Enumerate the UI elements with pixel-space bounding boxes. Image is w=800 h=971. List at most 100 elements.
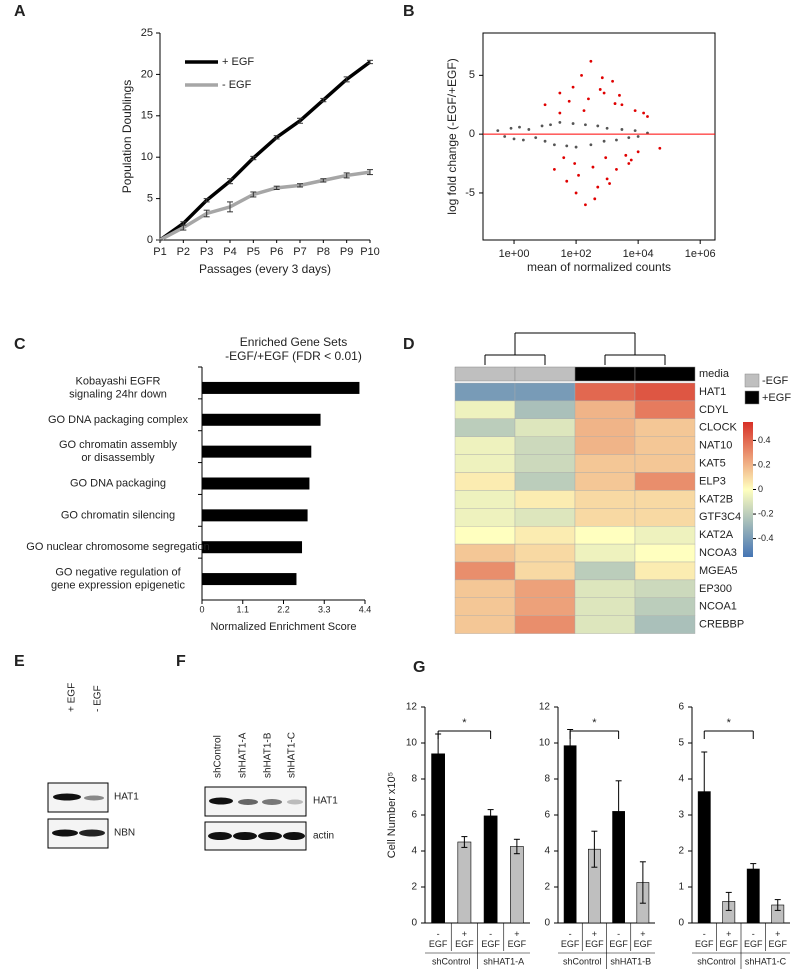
x-tick-label: EGF bbox=[429, 939, 448, 949]
heatmap-cell bbox=[634, 543, 696, 563]
blot-band bbox=[258, 832, 282, 840]
point bbox=[582, 109, 586, 113]
panel-label: A bbox=[14, 3, 26, 20]
point bbox=[604, 156, 608, 160]
heatmap-cell bbox=[634, 382, 696, 402]
x-tick-label: + bbox=[592, 929, 597, 939]
point bbox=[584, 203, 587, 207]
heatmap-cell bbox=[634, 526, 696, 545]
heatmap-cell bbox=[574, 543, 636, 563]
point bbox=[589, 59, 593, 63]
x-tick-label: 1e+04 bbox=[623, 248, 654, 260]
point bbox=[558, 91, 562, 95]
y-tick-label: 2 bbox=[411, 882, 417, 893]
heatmap-cell bbox=[454, 543, 516, 563]
heatmap-cell bbox=[514, 543, 576, 563]
point bbox=[633, 109, 637, 113]
x-tick-label: EGF bbox=[609, 939, 628, 949]
point bbox=[573, 162, 577, 165]
y-axis-label: Population Doublings bbox=[120, 80, 134, 193]
point bbox=[527, 128, 531, 131]
band-label: actin bbox=[313, 831, 334, 842]
x-tick-label: P8 bbox=[317, 246, 330, 258]
x-tick-label: + bbox=[640, 929, 645, 939]
row-label: MGEA5 bbox=[699, 565, 738, 577]
y-tick-label: 6 bbox=[544, 810, 550, 821]
point bbox=[584, 123, 587, 127]
heatmap-cell bbox=[514, 615, 576, 634]
x-tick-label: 1e+06 bbox=[685, 248, 716, 260]
point bbox=[567, 99, 571, 103]
lane-label: shHAT1-C bbox=[287, 732, 298, 778]
category-label: Kobayashi EGFR bbox=[76, 375, 161, 387]
blot-band bbox=[53, 793, 81, 801]
panel-label: C bbox=[14, 336, 26, 353]
point bbox=[615, 138, 618, 142]
point bbox=[598, 88, 602, 91]
category-label-block: Kobayashi EGFR signaling 24hr down bbox=[69, 375, 167, 400]
group-label: shHAT1-B bbox=[610, 956, 651, 966]
point bbox=[574, 191, 578, 195]
bar bbox=[483, 815, 498, 924]
y-tick-label: 15 bbox=[141, 110, 153, 122]
row-label: KAT5 bbox=[699, 457, 726, 469]
legend-label: +EGF bbox=[762, 392, 791, 404]
category-label-block: GO chromatin silencing bbox=[61, 509, 175, 521]
x-tick-label: P4 bbox=[223, 246, 236, 258]
heatmap-cell bbox=[634, 400, 696, 419]
y-tick-label: 3 bbox=[678, 810, 684, 821]
bar bbox=[202, 509, 308, 522]
point bbox=[646, 115, 649, 118]
legend-swatch bbox=[744, 373, 760, 388]
heatmap-cell bbox=[574, 508, 636, 527]
blot-band bbox=[79, 829, 105, 837]
legend-label: + EGF bbox=[222, 56, 254, 68]
panel-label: D bbox=[403, 336, 415, 353]
y-tick-label: -5 bbox=[465, 187, 475, 199]
point bbox=[549, 123, 552, 127]
x-tick-label: 3.3 bbox=[318, 604, 331, 614]
x-tick-label-block: + EGF bbox=[634, 929, 653, 949]
x-tick-label: 1.1 bbox=[236, 604, 249, 614]
heatmap-cell bbox=[514, 382, 576, 402]
point bbox=[596, 185, 600, 189]
blot-band bbox=[52, 829, 78, 837]
heatmap-cell bbox=[574, 490, 636, 509]
heatmap-cell bbox=[514, 454, 576, 473]
colorbar-tick-label: -0.2 bbox=[758, 508, 774, 518]
x-tick-label: - bbox=[437, 929, 440, 939]
x-tick-label: EGF bbox=[744, 939, 763, 949]
significance-label: * bbox=[727, 717, 732, 729]
point bbox=[596, 124, 600, 128]
heatmap-cell bbox=[514, 597, 576, 616]
row-label: NAT10 bbox=[699, 440, 732, 452]
point bbox=[512, 137, 516, 141]
point bbox=[562, 156, 566, 160]
heatmap-cell bbox=[514, 418, 576, 437]
point bbox=[552, 143, 556, 147]
group-label: shControl bbox=[697, 956, 736, 966]
heatmap-cell bbox=[514, 508, 576, 527]
lane-label: shHAT1-B bbox=[263, 732, 274, 778]
legend-label: -EGF bbox=[762, 375, 789, 387]
point bbox=[615, 168, 618, 171]
y-tick-label: 6 bbox=[411, 810, 417, 821]
bar bbox=[202, 381, 360, 394]
heatmap-cell bbox=[574, 526, 636, 545]
point bbox=[627, 162, 631, 165]
media-cell bbox=[634, 366, 696, 382]
colorbar-tick-label: 0.2 bbox=[758, 459, 771, 469]
point bbox=[605, 177, 609, 181]
point bbox=[602, 91, 606, 95]
category-label: or disassembly bbox=[81, 452, 155, 464]
bar bbox=[202, 477, 310, 490]
point bbox=[552, 168, 556, 171]
plot-frame bbox=[482, 32, 716, 241]
point bbox=[543, 139, 547, 143]
point bbox=[540, 124, 544, 128]
lane-label: shHAT1-A bbox=[238, 732, 249, 778]
point bbox=[613, 102, 617, 105]
x-tick-label-block: -EGF bbox=[609, 929, 628, 949]
chart-subtitle: -EGF/+EGF (FDR < 0.01) bbox=[225, 349, 362, 363]
x-tick-label-block: -EGF bbox=[744, 929, 763, 949]
